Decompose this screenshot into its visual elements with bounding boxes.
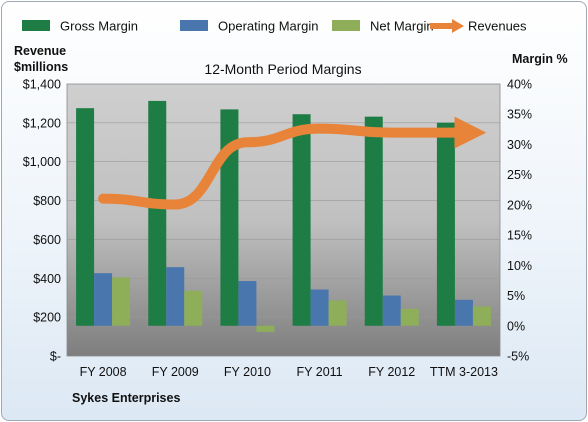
right-axis-label: Margin %: [512, 52, 568, 66]
net-margin-bar: [328, 300, 347, 326]
bars: [76, 100, 491, 332]
x-tick-label: FY 2011: [297, 365, 343, 379]
company-name: Sykes Enterprises: [72, 391, 180, 405]
legend-arrow-head: [452, 19, 464, 33]
legend-label: Revenues: [468, 19, 527, 34]
left-tick-label: $1,400: [23, 78, 61, 92]
right-tick-label: 5%: [507, 289, 525, 303]
x-tick-label: FY 2009: [152, 365, 199, 379]
left-tick-label: $1,200: [23, 116, 61, 130]
operating-margin-bar: [382, 295, 401, 326]
right-tick-label: 40%: [507, 78, 532, 92]
left-tick-label: $800: [33, 194, 61, 208]
x-tick-label: TTM 3-2013: [430, 365, 498, 379]
gross-margin-bar: [76, 108, 95, 326]
net-margin-bar: [184, 290, 203, 326]
gross-margin-bar: [292, 114, 311, 326]
legend-swatch: [332, 20, 360, 31]
right-tick-label: 30%: [507, 138, 532, 152]
right-tick-label: 25%: [507, 168, 532, 182]
right-tick-label: 10%: [507, 259, 532, 273]
gross-margin-bar: [436, 122, 455, 326]
gross-margin-bar: [148, 100, 167, 326]
chart-title: 12-Month Period Margins: [204, 61, 361, 77]
gross-margin-bar: [364, 116, 383, 326]
legend: Gross Margin Operating Margin Net Margin Re…: [22, 19, 527, 34]
legend-label: Gross Margin: [60, 19, 138, 34]
right-tick-label: 35%: [507, 108, 532, 122]
operating-margin-bar: [454, 299, 473, 326]
legend-label: Net Margin: [370, 19, 434, 34]
left-tick-label: $200: [33, 311, 61, 325]
right-axis-ticks: -5% 0% 5% 10% 15% 20% 25% 30% 35% 40%: [507, 78, 532, 364]
net-margin-bar: [400, 308, 419, 326]
left-axis-ticks: $- $200 $400 $600 $800 $1,000 $1,200 $1,400: [23, 78, 61, 364]
legend-swatch: [180, 20, 208, 31]
left-axis-label-line1: Revenue: [14, 44, 66, 58]
left-axis-label-line2: $millions: [14, 60, 68, 74]
x-tick-label: FY 2012: [368, 365, 415, 379]
gross-margin-bar: [220, 109, 239, 326]
operating-margin-bar: [238, 281, 257, 326]
net-margin-bar: [256, 325, 275, 332]
revenues-line: [98, 116, 487, 210]
left-tick-label: $-: [50, 350, 61, 364]
right-tick-label: -5%: [507, 350, 529, 364]
left-tick-label: $400: [33, 272, 61, 286]
right-tick-label: 0%: [507, 319, 525, 333]
operating-margin-bar: [94, 273, 113, 326]
net-margin-bar: [472, 306, 491, 326]
x-tick-label: FY 2008: [80, 365, 127, 379]
x-axis-ticks: FY 2008 FY 2009 FY 2010 FY 2011 FY 2012 TTM 3…: [80, 365, 498, 379]
left-tick-label: $1,000: [23, 155, 61, 169]
revenue-line: [98, 116, 487, 210]
right-tick-label: 20%: [507, 198, 532, 212]
operating-margin-bar: [166, 267, 185, 326]
plot-area: [66, 83, 501, 357]
net-margin-bar: [112, 277, 131, 326]
operating-margin-bar: [310, 289, 329, 326]
right-tick-label: 15%: [507, 229, 532, 243]
legend-label: Operating Margin: [218, 19, 318, 34]
left-tick-label: $600: [33, 233, 61, 247]
x-tick-label: FY 2010: [224, 365, 271, 379]
legend-swatch: [22, 20, 50, 31]
